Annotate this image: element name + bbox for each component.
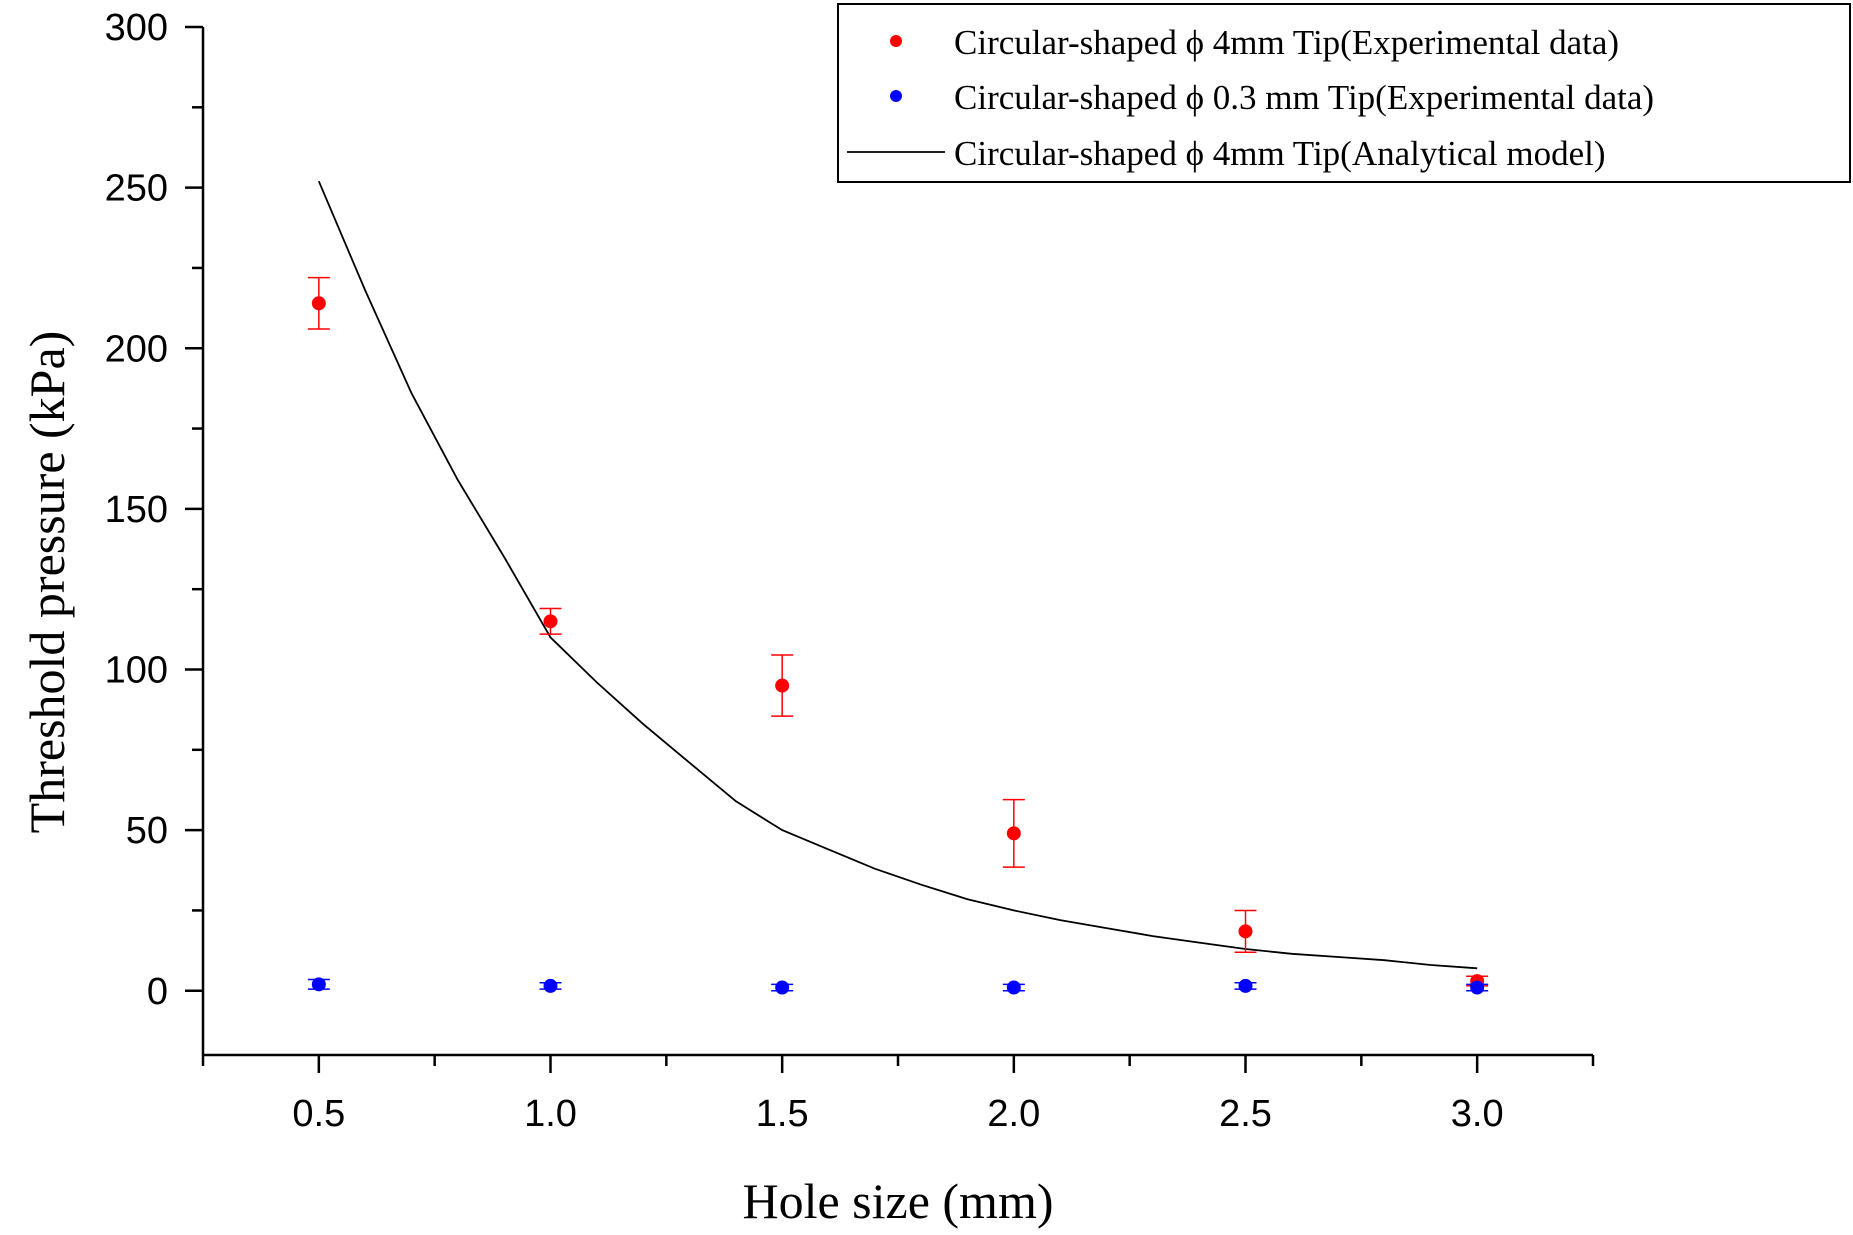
data-point-series-1	[543, 614, 558, 629]
data-point-series-1	[311, 296, 326, 311]
legend: Circular-shaped ϕ 4mm Tip(Experimental d…	[837, 3, 1851, 183]
x-tick-label: 1.5	[756, 1093, 809, 1135]
y-tick-label: 150	[105, 489, 168, 531]
data-point-series-2	[1470, 980, 1485, 995]
y-tick-label: 0	[147, 971, 168, 1013]
x-tick-label: 2.0	[987, 1093, 1040, 1135]
y-ticks: 0 50 100 150 200 250 300	[105, 7, 203, 1013]
data-point-series-2	[311, 977, 326, 992]
x-tick-label: 2.5	[1219, 1093, 1272, 1135]
x-ticks: 0.5 1.0 1.5 2.0 2.5 3.0	[201, 1055, 1595, 1135]
data-point-series-1	[1006, 826, 1021, 841]
data-point-series-2	[1006, 980, 1021, 995]
legend-label-series-2: Circular-shaped ϕ 0.3 mm Tip(Experimenta…	[954, 78, 1654, 117]
data-point-series-2	[543, 978, 558, 993]
data-point-series-2	[1238, 978, 1253, 993]
plot-area: 0.5 1.0 1.5 2.0 2.5 3.0 0 50 100 150 200 250 300	[105, 7, 1595, 1135]
series-layer	[307, 180, 1489, 995]
analytical-model-line	[317, 180, 1478, 970]
x-axis-title: Hole size (mm)	[742, 1173, 1053, 1229]
y-axis-title: Threshold pressure (kPa)	[19, 331, 75, 834]
x-tick-label: 1.0	[524, 1093, 577, 1135]
y-tick-label: 100	[105, 650, 168, 692]
legend-label-series-3: Circular-shaped ϕ 4mm Tip(Analytical mod…	[954, 134, 1606, 173]
legend-marker-blue	[890, 90, 902, 102]
x-tick-label: 3.0	[1451, 1093, 1504, 1135]
legend-box	[837, 3, 1851, 183]
data-point-series-1	[1238, 924, 1253, 939]
y-tick-label: 50	[126, 810, 168, 852]
y-tick-label: 250	[105, 168, 168, 210]
data-point-series-2	[775, 980, 790, 995]
data-point-series-1	[775, 678, 790, 693]
x-tick-label: 0.5	[292, 1093, 345, 1135]
legend-label-series-1: Circular-shaped ϕ 4mm Tip(Experimental d…	[954, 23, 1619, 62]
legend-marker-red	[890, 35, 902, 47]
y-tick-label: 200	[105, 328, 168, 370]
y-tick-label: 300	[105, 7, 168, 49]
